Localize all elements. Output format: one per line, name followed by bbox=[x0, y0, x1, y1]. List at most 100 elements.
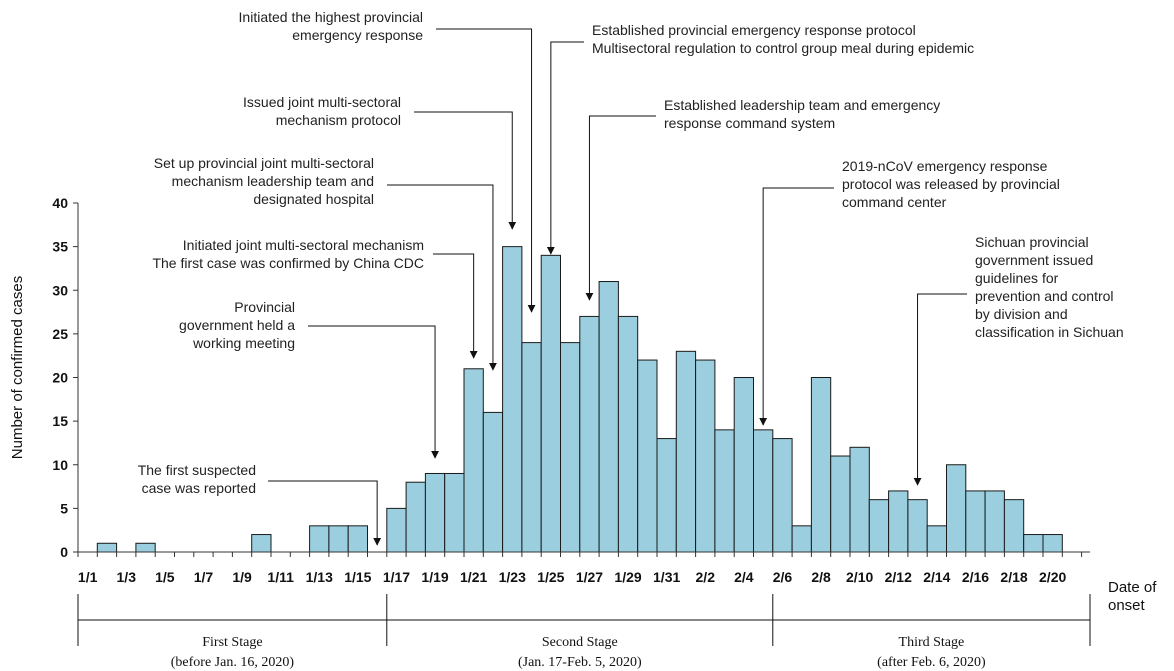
x-tick-label: 2/12 bbox=[885, 569, 912, 585]
stage-name: First Stage bbox=[202, 635, 262, 650]
x-tick-label: 1/5 bbox=[155, 569, 175, 585]
bar-1-30 bbox=[637, 359, 658, 553]
x-tick-label: 1/17 bbox=[383, 569, 410, 585]
annotation-text: Established provincial emergency respons… bbox=[592, 22, 974, 56]
y-tick-label: 35 bbox=[52, 239, 68, 255]
bar-2-18 bbox=[1003, 499, 1025, 553]
bar-2-15 bbox=[946, 464, 967, 553]
annotation-arrow bbox=[387, 184, 497, 371]
bar-2-16 bbox=[965, 490, 986, 553]
bar-1-31 bbox=[656, 438, 677, 553]
bar-2-12 bbox=[888, 490, 909, 553]
annotation-text: The first suspected case was reported bbox=[138, 462, 256, 496]
annotation-2-13: Sichuan provincial government issued guide… bbox=[913, 234, 1124, 486]
annotation-text: Initiated joint multi-sectoral mechanism… bbox=[152, 237, 424, 271]
annotation-arrow bbox=[546, 41, 584, 255]
bar-2-4 bbox=[733, 377, 755, 553]
annotation-1-27: Established leadership team and emergenc… bbox=[585, 97, 940, 301]
bar-2-14 bbox=[926, 525, 948, 553]
annotation-2-5: 2019-nCoV emergency response protocol was… bbox=[759, 158, 1060, 426]
bar-1-10 bbox=[251, 534, 272, 553]
stages-group: First Stage (before Jan. 16, 2020) Second … bbox=[77, 594, 1091, 670]
x-tick-label: 1/11 bbox=[267, 569, 294, 585]
x-axis-label: onset bbox=[1108, 597, 1146, 614]
bar-2-20 bbox=[1042, 534, 1063, 553]
x-tick-label: 2/2 bbox=[696, 569, 716, 585]
bar-1-17 bbox=[386, 507, 407, 553]
x-tick-label: 1/3 bbox=[117, 569, 137, 585]
annotation-text: Provincial government held a working meeti… bbox=[179, 299, 295, 351]
bar-2-6 bbox=[772, 438, 793, 553]
bar-1-24 bbox=[521, 342, 542, 553]
bar-2-8 bbox=[810, 377, 832, 553]
x-tick-label: 1/23 bbox=[499, 569, 526, 585]
y-tick-label: 20 bbox=[52, 370, 68, 386]
x-tick-label: 2/10 bbox=[846, 569, 873, 585]
stage-name: Third Stage bbox=[899, 635, 965, 650]
y-tick-label: 25 bbox=[52, 326, 68, 342]
x-tick-label: 2/4 bbox=[734, 569, 754, 585]
x-tick-label: 1/25 bbox=[537, 569, 564, 585]
annotation-arrow bbox=[436, 28, 536, 313]
x-tick-label: 2/8 bbox=[811, 569, 831, 585]
bar-2-3 bbox=[714, 429, 735, 553]
bar-2-5 bbox=[753, 429, 774, 553]
bar-1-13 bbox=[309, 525, 330, 553]
annotation-arrow bbox=[913, 293, 967, 486]
y-tick-label: 5 bbox=[60, 500, 68, 516]
annotation-arrow bbox=[433, 253, 478, 359]
bar-1-15 bbox=[347, 525, 369, 553]
y-axis-label: Number of confirmed cases bbox=[9, 276, 26, 459]
bar-2-1 bbox=[675, 350, 697, 553]
x-tick-label: 1/9 bbox=[232, 569, 252, 585]
x-tick-label: 2/16 bbox=[962, 569, 989, 585]
x-tick-label: 2/14 bbox=[923, 569, 950, 585]
y-tick-label: 15 bbox=[52, 413, 68, 429]
x-tick-label: 1/19 bbox=[421, 569, 448, 585]
annotation-text: Established leadership team and emergenc… bbox=[664, 97, 940, 131]
x-tick-label: 1/31 bbox=[653, 569, 680, 585]
annotation-1-21: Initiated joint multi-sectoral mechanism… bbox=[152, 237, 478, 359]
bar-1-25 bbox=[540, 254, 562, 553]
annotation-1-25: Established provincial emergency respons… bbox=[546, 22, 974, 255]
annotation-arrow bbox=[414, 111, 517, 230]
bar-2-17 bbox=[984, 490, 1005, 553]
annotation-1-22: Set up provincial joint multi-sectoral me… bbox=[154, 155, 497, 371]
x-tick-label: 1/1 bbox=[78, 569, 98, 585]
annotation-text: Issued joint multi-sectoral mechanism pro… bbox=[243, 94, 401, 128]
annotation-arrow bbox=[308, 325, 440, 459]
bar-1-29 bbox=[617, 315, 639, 553]
x-tick-label: 2/18 bbox=[1000, 569, 1027, 585]
y-tick-label: 0 bbox=[60, 544, 68, 560]
x-tick-label: 1/29 bbox=[614, 569, 641, 585]
x-axis-label: Date of bbox=[1108, 579, 1157, 596]
annotation-1-24: Initiated the highest provincial emergenc… bbox=[239, 9, 536, 313]
annotation-text: Initiated the highest provincial emergenc… bbox=[239, 9, 424, 43]
y-tick-label: 40 bbox=[52, 195, 68, 211]
annotation-arrow bbox=[759, 187, 834, 426]
bar-2-9 bbox=[830, 455, 851, 553]
bar-2-19 bbox=[1023, 534, 1044, 553]
bar-1-19 bbox=[424, 472, 446, 553]
bar-2-7 bbox=[791, 525, 812, 553]
bar-1-4 bbox=[135, 542, 156, 553]
bar-1-2 bbox=[96, 542, 118, 553]
bar-1-18 bbox=[405, 481, 426, 553]
stage-period: (after Feb. 6, 2020) bbox=[877, 655, 986, 670]
bar-1-27 bbox=[579, 315, 600, 553]
bar-1-23 bbox=[502, 246, 523, 553]
bar-1-28 bbox=[598, 281, 619, 553]
bar-1-22 bbox=[482, 411, 504, 553]
annotation-arrow bbox=[585, 115, 656, 301]
x-tick-label: 2/6 bbox=[773, 569, 793, 585]
bar-2-11 bbox=[868, 499, 890, 553]
x-tick-label: 1/7 bbox=[194, 569, 214, 585]
bar-2-13 bbox=[907, 499, 928, 553]
x-tick-label: 1/13 bbox=[306, 569, 333, 585]
bars-group bbox=[96, 246, 1063, 553]
annotation-arrow bbox=[268, 480, 382, 546]
y-tick-label: 10 bbox=[52, 457, 68, 473]
annotation-1-16: The first suspected case was reported bbox=[138, 462, 382, 546]
y-tick-label: 30 bbox=[52, 282, 68, 298]
